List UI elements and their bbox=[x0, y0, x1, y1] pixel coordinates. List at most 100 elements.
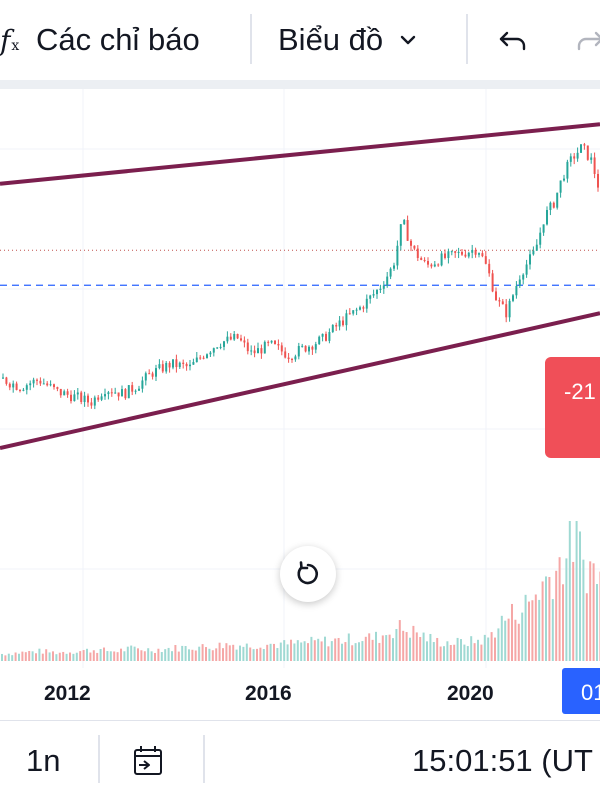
candle-body bbox=[532, 250, 535, 255]
volume-bar bbox=[279, 642, 282, 661]
candle-body bbox=[284, 351, 287, 358]
volume-bar bbox=[154, 652, 156, 661]
volume-bar bbox=[585, 593, 588, 661]
candle-body bbox=[246, 342, 249, 352]
volume-bar bbox=[415, 632, 418, 661]
volume-bar bbox=[150, 651, 153, 661]
volume-bar bbox=[11, 655, 14, 661]
candle-body bbox=[467, 252, 470, 257]
candle-body bbox=[107, 392, 110, 395]
time-axis[interactable]: 2012 2016 2020 bbox=[0, 668, 600, 720]
indicators-button[interactable]: Các chỉ báo bbox=[36, 0, 200, 80]
bottom-divider bbox=[0, 720, 600, 721]
volume-bar bbox=[497, 628, 500, 661]
candle-body bbox=[556, 192, 559, 208]
candle-body bbox=[399, 224, 402, 246]
volume-bar bbox=[18, 653, 20, 661]
candle-body bbox=[182, 362, 185, 364]
volume-bar bbox=[327, 646, 330, 661]
volume-bar bbox=[589, 561, 592, 661]
volume-bar bbox=[273, 643, 275, 661]
candle-body bbox=[318, 336, 321, 345]
year-tick-label: 2012 bbox=[44, 682, 91, 705]
candle-body bbox=[304, 345, 307, 352]
candle-body bbox=[73, 394, 76, 402]
candle-body bbox=[484, 256, 487, 264]
year-tick-label: 2016 bbox=[245, 682, 292, 705]
volume-bar bbox=[344, 642, 347, 661]
volume-bar bbox=[412, 625, 415, 661]
current-date-badge: 01 bbox=[562, 668, 600, 714]
volume-bar bbox=[181, 645, 184, 661]
volume-bar bbox=[293, 643, 296, 661]
volume-bar bbox=[558, 557, 561, 661]
candle-body bbox=[325, 333, 327, 341]
clock-timezone[interactable]: 15:01:51 (UT bbox=[412, 743, 593, 778]
volume-bar bbox=[392, 638, 394, 661]
volume-bar bbox=[409, 637, 411, 661]
volume-bar bbox=[116, 652, 119, 661]
volume-bar bbox=[106, 651, 109, 661]
volume-bar bbox=[443, 646, 445, 661]
toolbar-divider bbox=[466, 14, 468, 64]
volume-bar bbox=[592, 563, 595, 661]
volume-bar bbox=[252, 649, 255, 661]
volume-bar bbox=[470, 636, 473, 661]
candle-body bbox=[450, 251, 453, 253]
volume-bar bbox=[140, 650, 143, 661]
candle-body bbox=[110, 392, 113, 394]
candle-body bbox=[32, 379, 35, 384]
volume-bar bbox=[38, 648, 41, 661]
volume-bar bbox=[303, 641, 306, 661]
interval-button[interactable]: 1n bbox=[26, 743, 61, 778]
volume-bar bbox=[7, 653, 10, 661]
volume-bar bbox=[426, 641, 428, 661]
chart-type-button[interactable]: Biểu đồ bbox=[278, 0, 419, 80]
candle-body bbox=[593, 157, 596, 174]
volume-bar bbox=[334, 638, 337, 661]
volume-bar bbox=[320, 641, 323, 661]
candle-body bbox=[19, 389, 21, 391]
candle-body bbox=[321, 333, 324, 337]
reset-chart-button[interactable] bbox=[280, 546, 336, 602]
volume-bar bbox=[358, 642, 360, 661]
volume-bar bbox=[351, 645, 354, 661]
candle-body bbox=[209, 352, 212, 355]
volume-bar bbox=[69, 652, 71, 661]
candle-body bbox=[348, 313, 351, 315]
candle-body bbox=[22, 389, 25, 391]
candle-body bbox=[427, 261, 429, 265]
volume-bar bbox=[596, 584, 598, 661]
volume-bar bbox=[545, 576, 547, 661]
candle-body bbox=[508, 300, 511, 318]
volume-bar bbox=[551, 599, 554, 661]
volume-bar bbox=[99, 649, 102, 661]
candle-body bbox=[488, 263, 491, 274]
candle-body bbox=[597, 173, 599, 188]
volume-bar bbox=[330, 641, 333, 661]
volume-bar bbox=[402, 630, 405, 661]
volume-bar bbox=[283, 640, 286, 661]
price-chart[interactable] bbox=[0, 89, 600, 720]
candle-body bbox=[90, 402, 93, 406]
candle-body bbox=[202, 357, 205, 359]
chart-area[interactable] bbox=[0, 89, 600, 720]
chevron-down-icon bbox=[400, 35, 416, 45]
calendar-goto-icon[interactable] bbox=[130, 743, 166, 779]
candle-body bbox=[522, 274, 525, 280]
volume-bar bbox=[429, 633, 432, 661]
candle-body bbox=[291, 359, 293, 361]
volume-bar bbox=[35, 653, 37, 661]
candle-body bbox=[161, 364, 164, 372]
volume-bar bbox=[225, 643, 228, 661]
volume-bar bbox=[75, 652, 78, 661]
candle-body bbox=[15, 383, 18, 390]
candle-body bbox=[566, 161, 569, 179]
volume-bar bbox=[188, 649, 190, 661]
candle-body bbox=[345, 313, 348, 326]
redo-button[interactable] bbox=[574, 0, 600, 80]
volume-bar bbox=[385, 635, 388, 661]
undo-button[interactable] bbox=[497, 0, 531, 80]
candle-body bbox=[76, 392, 79, 395]
